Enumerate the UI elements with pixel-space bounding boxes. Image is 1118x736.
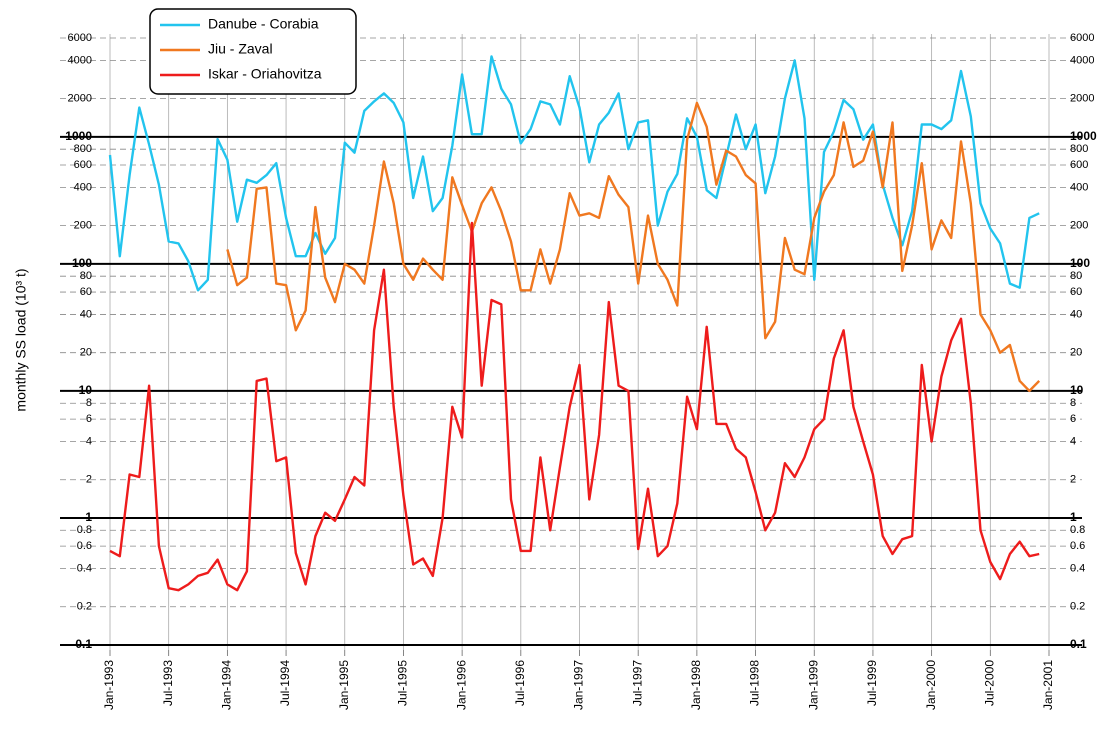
x-tick-label: Jan-1994 bbox=[220, 660, 234, 710]
y-tick-label: 40 bbox=[80, 308, 92, 320]
series-line bbox=[108, 55, 1040, 292]
y-tick-label: 6 bbox=[86, 413, 92, 425]
y-tick-label: 0.8 bbox=[77, 524, 92, 536]
y-tick-label-right: 2000 bbox=[1070, 93, 1094, 105]
y-tick-label: 800 bbox=[74, 143, 92, 155]
y-tick-label-right: 6 bbox=[1070, 413, 1076, 425]
y-tick-label: 200 bbox=[74, 220, 92, 232]
x-tick-label: Jan-2000 bbox=[924, 660, 938, 710]
y-tick-label-right: 1 bbox=[1070, 510, 1077, 524]
y-tick-label: 1000 bbox=[65, 129, 92, 143]
x-tick-label: Jul-1995 bbox=[396, 660, 410, 706]
y-tick-label-right: 100 bbox=[1070, 256, 1090, 270]
legend-label: Jiu - Zaval bbox=[208, 41, 273, 57]
x-tick-label: Jul-1998 bbox=[748, 660, 762, 706]
y-tick-label-right: 400 bbox=[1070, 181, 1088, 193]
y-tick-label-right: 200 bbox=[1070, 220, 1088, 232]
y-tick-label: 4 bbox=[86, 435, 92, 447]
y-tick-label-right: 0.2 bbox=[1070, 601, 1085, 613]
y-tick-label: 80 bbox=[80, 270, 92, 282]
y-tick-label: 8 bbox=[86, 397, 92, 409]
y-tick-label: 400 bbox=[74, 181, 92, 193]
x-tick-label: Jul-2000 bbox=[982, 660, 996, 706]
x-tick-label: Jan-1998 bbox=[689, 660, 703, 710]
x-tick-label: Jan-1993 bbox=[102, 660, 116, 710]
y-tick-label-right: 0.6 bbox=[1070, 540, 1085, 552]
x-tick-label: Jan-1999 bbox=[806, 660, 820, 710]
legend: Danube - Corabia Jiu - Zaval Iskar - Oriah… bbox=[149, 8, 357, 95]
x-tick-label: Jul-1993 bbox=[161, 660, 175, 706]
x-tick-label: Jan-1995 bbox=[337, 660, 351, 710]
x-tick-label: Jul-1999 bbox=[865, 660, 879, 706]
x-tick-label: Jul-1996 bbox=[513, 660, 527, 706]
y-tick-label-right: 800 bbox=[1070, 143, 1088, 155]
x-tick-label: Jul-1997 bbox=[630, 660, 644, 706]
y-tick-label-right: 4000 bbox=[1070, 54, 1094, 66]
y-tick-label: 10 bbox=[79, 383, 93, 397]
y-tick-label: 6000 bbox=[68, 32, 92, 44]
y-tick-label-right: 6000 bbox=[1070, 32, 1094, 44]
y-tick-label-right: 60 bbox=[1070, 286, 1082, 298]
y-tick-label-right: 8 bbox=[1070, 397, 1076, 409]
series-line bbox=[226, 101, 1041, 393]
y-tick-label-right: 20 bbox=[1070, 347, 1082, 359]
y-tick-label: 4000 bbox=[68, 54, 92, 66]
legend-label: Danube - Corabia bbox=[208, 16, 319, 32]
y-tick-label: 2000 bbox=[68, 93, 92, 105]
y-tick-label-right: 40 bbox=[1070, 308, 1082, 320]
x-tick-label: Jan-1997 bbox=[572, 660, 586, 710]
y-tick-label: 0.2 bbox=[77, 601, 92, 613]
y-tick-label: 0.1 bbox=[75, 637, 92, 651]
legend-label: Iskar - Oriahovitza bbox=[208, 66, 322, 82]
x-tick-label: Jan-2001 bbox=[1041, 660, 1055, 710]
y-tick-label: 60 bbox=[80, 286, 92, 298]
y-tick-label-right: 1000 bbox=[1070, 129, 1097, 143]
y-tick-label-right: 0.4 bbox=[1070, 562, 1085, 574]
y-tick-label: 20 bbox=[80, 347, 92, 359]
y-tick-label: 100 bbox=[72, 256, 92, 270]
series-line bbox=[109, 221, 1040, 592]
y-tick-label-right: 0.8 bbox=[1070, 524, 1085, 536]
y-tick-label: 0.4 bbox=[77, 562, 92, 574]
y-tick-label: 2 bbox=[86, 474, 92, 486]
y-tick-label: 1 bbox=[85, 510, 92, 524]
y-tick-label: 0.6 bbox=[77, 540, 92, 552]
y-tick-label: 600 bbox=[74, 159, 92, 171]
y-tick-label-right: 2 bbox=[1070, 474, 1076, 486]
y-tick-label-right: 10 bbox=[1070, 383, 1084, 397]
y-axis-label: monthly SS load (10³ t) bbox=[13, 268, 29, 411]
x-tick-label: Jul-1994 bbox=[278, 660, 292, 706]
y-tick-label-right: 4 bbox=[1070, 435, 1076, 447]
y-tick-label-right: 0.1 bbox=[1070, 637, 1087, 651]
x-tick-label: Jan-1996 bbox=[454, 660, 468, 710]
y-tick-label-right: 600 bbox=[1070, 159, 1088, 171]
legend-box bbox=[149, 8, 357, 95]
y-tick-label-right: 80 bbox=[1070, 270, 1082, 282]
